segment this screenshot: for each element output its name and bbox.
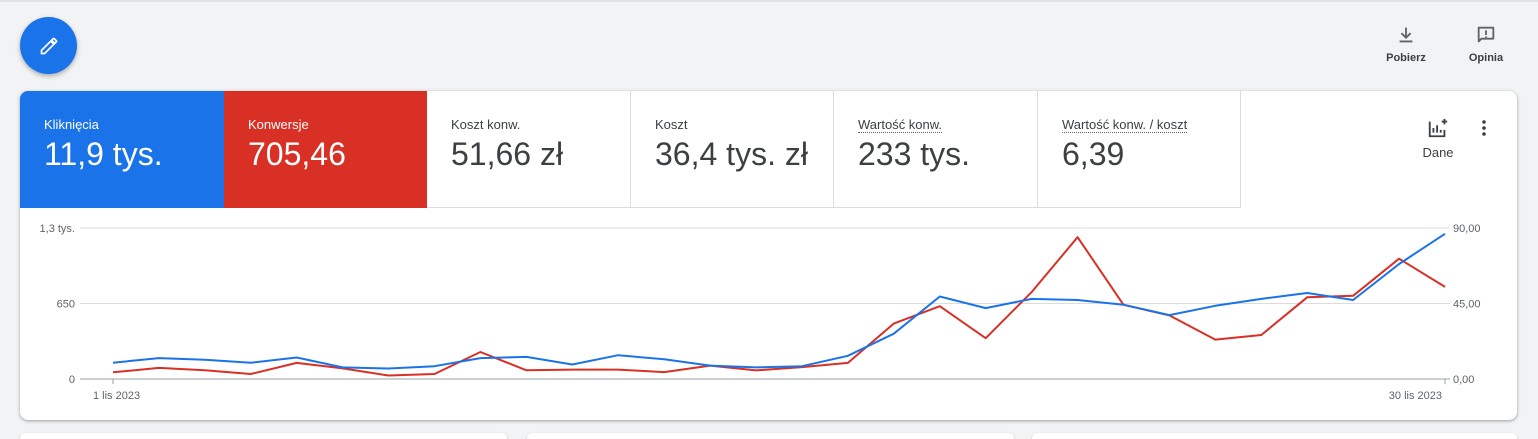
- metric-tile-clicks[interactable]: Kliknięcia 11,9 tys.: [20, 91, 224, 208]
- pencil-icon: [40, 37, 57, 54]
- metric-label: Wartość konw. / koszt: [1062, 117, 1188, 133]
- metric-tile-conversion-value[interactable]: Wartość konw. 233 tys.: [834, 91, 1038, 208]
- metric-label: Koszt konw.: [451, 117, 521, 132]
- right-axis-tick: 45,00: [1453, 299, 1481, 311]
- metric-tile-value-per-cost[interactable]: Wartość konw. / koszt 6,39: [1038, 91, 1241, 208]
- metric-value: 51,66 zł: [451, 136, 564, 172]
- feedback-label: Opinia: [1468, 52, 1504, 64]
- x-axis-start-label: 1 lis 2023: [93, 390, 140, 402]
- line-chart-svg: 0 0,00 650 45,00 1,3 tys. 90,00 1 lis 2023 30 l…: [40, 223, 1481, 402]
- performance-chart: 0 0,00 650 45,00 1,3 tys. 90,00 1 lis 2023 30 l…: [20, 208, 1517, 420]
- top-divider: [0, 0, 1538, 2]
- left-axis-tick: 1,3 tys.: [40, 223, 75, 235]
- bottom-card: [527, 433, 1014, 439]
- more-options-button[interactable]: [1473, 117, 1495, 139]
- metric-value: 233 tys.: [858, 136, 971, 172]
- metric-label: Wartość konw.: [858, 117, 943, 133]
- metric-label: Koszt: [655, 117, 688, 132]
- metric-value: 11,9 tys.: [44, 136, 163, 172]
- add-chart-icon: [1428, 118, 1448, 138]
- metric-tile-conversions[interactable]: Konwersje 705,46: [224, 91, 427, 208]
- metric-value: 6,39: [1062, 136, 1125, 172]
- right-axis-tick: 0,00: [1453, 374, 1474, 386]
- performance-card: Kliknięcia 11,9 tys. Konwersje 705,46 Ko…: [20, 91, 1517, 420]
- left-axis-tick: 0: [69, 374, 75, 386]
- bottom-card: [20, 433, 507, 439]
- edit-fab-button[interactable]: [20, 17, 77, 74]
- metric-value: 705,46: [248, 136, 346, 172]
- metric-label: Konwersje: [248, 117, 309, 132]
- data-button[interactable]: Dane: [1415, 117, 1461, 160]
- right-axis-tick: 90,00: [1453, 223, 1481, 235]
- series-line-clicks: [112, 232, 1446, 370]
- series-line-conversions: [112, 236, 1446, 377]
- more-vert-icon: [1482, 120, 1486, 136]
- metric-label: Kliknięcia: [44, 117, 99, 132]
- metric-tile-cost-per-conversion[interactable]: Koszt konw. 51,66 zł: [427, 91, 631, 208]
- left-axis-tick: 650: [57, 299, 75, 311]
- download-button[interactable]: Pobierz: [1371, 24, 1441, 72]
- feedback-icon: [1477, 26, 1495, 43]
- x-axis-end-label: 30 lis 2023: [1389, 390, 1442, 402]
- download-icon: [1399, 27, 1413, 43]
- data-button-label: Dane: [1422, 145, 1454, 160]
- bottom-card: [1032, 433, 1517, 439]
- metric-tile-cost[interactable]: Koszt 36,4 tys. zł: [631, 91, 834, 208]
- feedback-button[interactable]: Opinia: [1451, 24, 1521, 72]
- download-label: Pobierz: [1386, 52, 1426, 64]
- metric-value: 36,4 tys. zł: [655, 136, 808, 172]
